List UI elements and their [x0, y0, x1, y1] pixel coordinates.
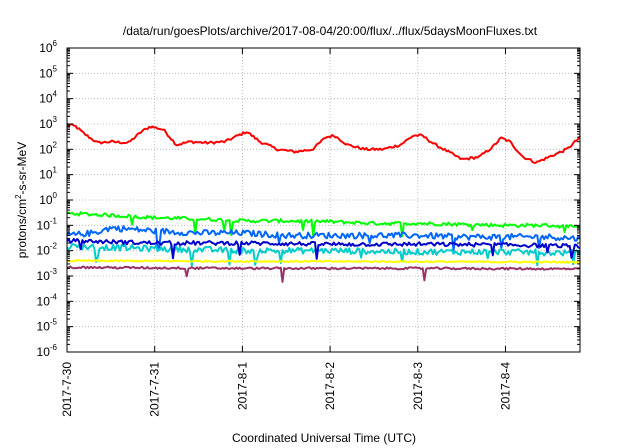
y-tick-label-base: 10 — [39, 168, 53, 182]
x-tick-label: 2017-8-3 — [411, 362, 425, 410]
x-axis-label: Coordinated Universal Time (UTC) — [232, 431, 416, 445]
y-tick-label-exponent: -1 — [50, 216, 58, 225]
grid — [67, 48, 580, 352]
series-line-5 — [66, 237, 581, 260]
plot-frame — [66, 47, 581, 353]
y-axis-label-base: protons/cm — [15, 199, 29, 258]
y-tick-label-exponent: -4 — [50, 292, 58, 301]
y-tick-label-exponent: 0 — [53, 191, 58, 200]
x-tick-label: 2017-8-4 — [498, 362, 512, 410]
x-tick-label: 2017-8-1 — [235, 362, 249, 410]
series-group — [66, 122, 581, 283]
y-axis-label-rest: -s-sr-MeV — [15, 142, 29, 195]
y-tick-label-base: 10 — [39, 41, 53, 55]
series-line-3 — [66, 225, 581, 252]
y-tick-label-base: 10 — [37, 320, 51, 334]
y-tick-label-exponent: 1 — [53, 166, 58, 175]
y-axis-label: protons/cm2-s-sr-MeV — [14, 142, 29, 258]
y-axis: 10610510410310210110010-110-210-310-410-… — [37, 39, 580, 359]
y-tick-label: 101 — [39, 166, 57, 182]
y-tick-label: 10-4 — [37, 292, 58, 308]
y-tick-label-base: 10 — [37, 345, 51, 359]
y-tick-label: 104 — [39, 90, 57, 106]
chart-title: /data/run/goesPlots/archive/2017-08-04/2… — [123, 24, 538, 38]
x-tick-label: 2017-7-31 — [148, 362, 162, 417]
y-tick-label-exponent: 4 — [53, 90, 58, 99]
series-line-6 — [66, 259, 581, 264]
y-tick-label: 10-5 — [37, 318, 58, 334]
y-tick-label-base: 10 — [37, 244, 51, 258]
x-tick-label: 2017-8-2 — [323, 362, 337, 410]
y-tick-label: 10-1 — [37, 216, 58, 232]
y-tick-label-base: 10 — [39, 66, 53, 80]
y-tick-label: 10-6 — [37, 343, 58, 359]
y-tick-label-base: 10 — [39, 142, 53, 156]
y-tick-label-exponent: -2 — [50, 242, 58, 251]
y-tick-label-base: 10 — [39, 92, 53, 106]
y-tick-label-exponent: 2 — [53, 140, 58, 149]
y-tick-label-exponent: 3 — [53, 115, 58, 124]
y-tick-label-base: 10 — [37, 218, 51, 232]
y-tick-label: 10-2 — [37, 242, 58, 258]
series-line-1 — [66, 122, 581, 164]
y-axis-label-sup: 2 — [14, 194, 23, 199]
x-axis: 2017-7-30 2017-7-31 2017-8-1 2017-8-2 2017-8… — [60, 48, 512, 417]
y-tick-label: 103 — [39, 115, 57, 131]
y-tick-label-exponent: 5 — [53, 64, 58, 73]
series-line-7 — [66, 265, 581, 283]
y-tick-label-base: 10 — [37, 269, 51, 283]
x-tick-label: 2017-7-30 — [60, 362, 74, 417]
y-tick-label: 102 — [39, 140, 57, 156]
y-tick-label: 105 — [39, 64, 57, 80]
y-tick-label: 10-3 — [37, 267, 58, 283]
y-tick-label-exponent: -5 — [50, 318, 58, 327]
y-tick-label-base: 10 — [39, 193, 53, 207]
y-tick-label-base: 10 — [39, 117, 53, 131]
y-tick-label-exponent: 6 — [53, 39, 58, 48]
y-tick-label: 106 — [39, 39, 57, 55]
series-line-2 — [66, 211, 581, 238]
y-tick-label-exponent: -3 — [50, 267, 58, 276]
y-tick-label-base: 10 — [37, 294, 51, 308]
y-tick-label-exponent: -6 — [50, 343, 58, 352]
y-tick-label: 100 — [39, 191, 57, 207]
